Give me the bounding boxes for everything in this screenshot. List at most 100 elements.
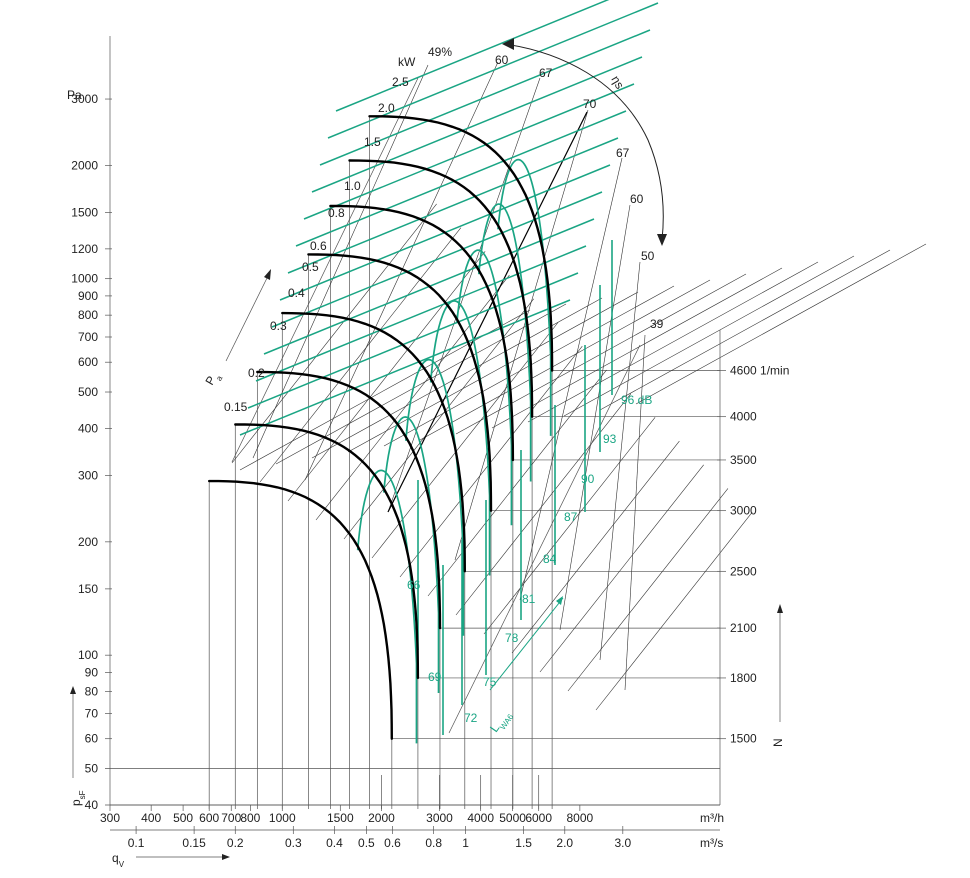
sound-arc [429,300,491,576]
x-axis-arrowhead [222,854,230,860]
slant-line [287,251,486,502]
x2-tick-label: 1.5 [515,836,532,850]
sound-tick-label-66: 66 [407,578,421,592]
sound-tick-label: 96 dB [621,393,652,407]
right-tick-label: 4600 1/min [730,364,789,378]
slant-line [539,464,704,673]
sound-tick-label: 78 [505,631,519,645]
right-tick-label: 2500 [730,564,757,578]
sound-arc [497,158,552,436]
power-tick-label: 0.2 [248,366,265,380]
power-axis-arrowhead [264,269,271,280]
y-tick-label: 80 [85,685,99,699]
sound-line [319,29,651,166]
slant-line [595,511,753,711]
x2-tick-label: 0.8 [425,836,442,850]
axis-labels: 3000200015001200100090080070060050040030… [67,38,789,869]
power-axis-symbol: Pa [202,369,224,389]
slant-line-2 [599,249,891,411]
x-tick-label: 1000 [269,811,296,825]
axes [109,36,726,834]
x2-tick-label: 0.2 [227,836,244,850]
slant-line [343,298,534,540]
y-tick-label: 1200 [71,242,98,256]
sound-tick-label: 93 [603,432,617,446]
x-tick-label: 6000 [525,811,552,825]
efficiency-line [519,157,623,601]
sound-arc [356,469,418,744]
speed-baseline [448,344,641,734]
efficiency-tick-label: 67 [539,66,553,80]
slant-line-2 [455,273,747,435]
speed-curve-3000 [307,253,493,512]
x-tick-label: 800 [240,811,260,825]
x-tick-label: 3000 [426,811,453,825]
efficiency-line [252,64,429,459]
slant-line-2 [491,267,783,429]
sound-tick-label: 72 [464,711,478,725]
y-tick-label: 40 [85,798,99,812]
efficiency-tick-label: 50 [641,249,655,263]
x2-tick-label: 0.15 [182,836,206,850]
efficiency-line [454,109,589,561]
speed-curve-1800 [234,423,420,680]
slant-line [259,227,462,483]
y-tick-label: 300 [78,469,98,483]
y-unit-label: Pa [67,88,82,102]
power-tick-label: 0.8 [328,206,345,220]
power-tick-label: 1.0 [344,179,361,193]
slant-line-2 [275,303,567,465]
sound-arc [456,249,513,526]
y-tick-label: 2000 [71,158,98,172]
x2-unit-label: m³/s [700,836,723,850]
power-tick-label: 0.3 [270,319,287,333]
power-tick-label: 1.5 [364,135,381,149]
sound-arc [477,203,532,482]
sound-line [335,0,610,112]
slant-line-2 [635,243,927,405]
y-tick-label: 900 [78,289,98,303]
x2-tick-label: 3.0 [614,836,631,850]
sound-tick-label: 90 [581,472,595,486]
power-tick-label: 0.5 [302,260,319,274]
y-tick-label: 1500 [71,205,98,219]
speed-curve-1500 [208,479,393,740]
x2-tick-label: 0.3 [285,836,302,850]
power-tick-label: 0.4 [288,286,305,300]
power-axis-arrow [225,275,269,362]
sound-tick-label: 75 [483,675,497,689]
x2-axis-symbol: qV [112,851,125,869]
x-tick-label: 4000 [467,811,494,825]
x2-tick-label: 0.4 [326,836,343,850]
right-axis-arrowhead [777,604,783,613]
sound-power-curves [239,0,659,744]
sound-line [239,299,571,436]
slant-line-2 [527,261,819,423]
y-tick-label: 400 [78,422,98,436]
sound-arc [404,358,465,636]
x2-tick-label: 1 [462,836,469,850]
power-tick-label: 0.15 [224,400,248,414]
right-axis-symbol: N [771,738,785,747]
slanted-reference-lines [231,61,927,734]
sound-tick-label: 84 [543,552,557,566]
y-tick-label: 1000 [71,272,98,286]
efficiency-arc-arrow [504,43,664,241]
x2-tick-label: 0.1 [128,836,145,850]
sound-line [255,245,587,382]
right-tick-label: 2100 [730,621,757,635]
y-tick-label: 60 [85,732,99,746]
grid-lines [105,98,720,809]
x-tick-label: 300 [100,811,120,825]
slant-line-2 [347,291,639,453]
x2-tick-label: 2.0 [556,836,573,850]
x-tick-label: 1500 [327,811,354,825]
sound-line [287,137,619,274]
slant-line [455,393,632,616]
speed-curve-2500 [281,311,466,573]
efficiency-arrowhead-left [502,38,514,50]
power-scale-axis [231,77,419,463]
y-tick-label: 500 [78,385,98,399]
slant-line [315,274,510,521]
